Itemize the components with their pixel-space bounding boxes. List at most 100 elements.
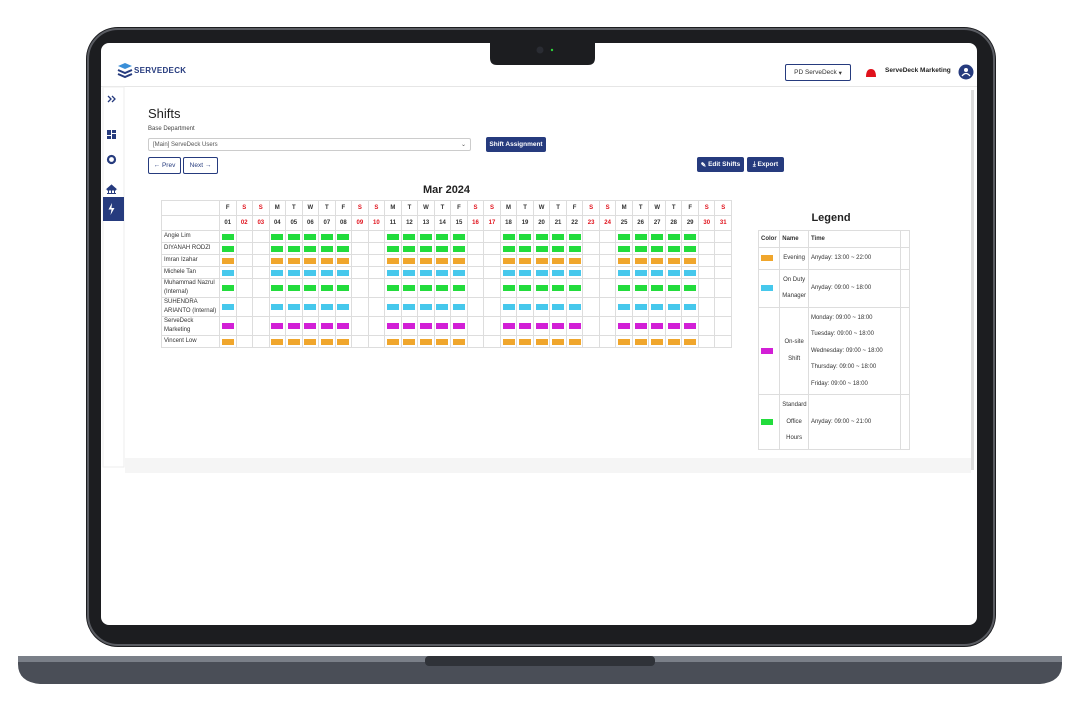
day-cell [549,266,567,279]
shift-block [519,338,532,345]
bank-icon[interactable] [105,184,118,194]
day-cell [631,266,650,279]
edit-shifts-button[interactable]: ✎ Edit Shifts [697,157,744,172]
shift-block [386,304,399,310]
next-button[interactable]: Next → [183,157,218,174]
date-header: 04 [268,215,287,231]
org-select[interactable]: PD ServeDeck ▾ [785,64,851,81]
day-cell [301,297,320,317]
shift-block [386,245,399,252]
day-cell [499,230,518,243]
date-header: 03 [252,215,270,231]
date-header: 08 [334,215,353,231]
shift-block [502,233,515,240]
day-cell [384,278,402,298]
chevron: ⌄ [460,142,466,148]
page-title: Shifts [148,106,181,121]
user-name: ServeDeck Marketing [885,67,951,74]
shift-calendar: F S S M T W T F S S M T W T F S S M T W T F S S M T W T F S S 01 02 03 04 0… [161,200,732,348]
day-cell [516,335,534,348]
sidebar [102,86,125,468]
day-cell [400,242,419,255]
day-cell [499,242,518,255]
shift-block [535,257,548,264]
org-select-text: PD ServeDeck [794,69,837,76]
day-cell [648,335,666,348]
shift-block [667,245,680,252]
date-header: 22 [565,215,584,231]
day-cell [285,230,303,243]
export-button[interactable]: ⤓ Export [747,157,784,172]
day-cell [235,278,254,298]
shift-block [287,233,300,240]
day-cell [450,297,468,317]
shift-block [337,285,350,291]
day-cell [598,297,617,317]
employee-row: Michele Tan [161,266,732,279]
day-cell [697,230,716,243]
prev-button[interactable]: ← Prev [148,157,181,174]
weekday-header: T [318,200,336,216]
shift-block [403,338,416,345]
day-cell [334,266,353,279]
edit-text: Edit Shifts [708,161,741,168]
legend-header: Color [757,230,781,248]
dashboard-icon [112,130,116,133]
day-cell [235,335,254,348]
legend-times: Anyday: 13:00 ~ 22:00 [807,247,902,270]
shift-block [651,338,664,345]
day-cell [483,230,501,243]
day-cell [318,266,336,279]
day-cell [582,278,600,298]
dept-select[interactable]: [Main] ServeDeck Users ⌄ [148,138,471,151]
day-cell [351,230,369,243]
day-cell [417,266,435,279]
shift-block [667,338,680,345]
date-header: 15 [450,215,468,231]
dashboard-icon[interactable] [107,130,111,135]
day-cell [466,297,485,317]
shift-block [320,285,333,291]
corner-cell [161,215,220,231]
shift-block [519,285,532,291]
day-cell [252,335,270,348]
shift-block [452,269,465,276]
day-cell [285,297,303,317]
day-cell [450,242,468,255]
date-header: 14 [433,215,452,231]
shift-block [651,245,664,252]
day-cell [252,316,270,336]
notification-icon[interactable] [866,69,876,77]
legend-header [900,230,910,248]
day-cell [598,335,617,348]
day-cell [466,316,485,336]
legend-color-cell [757,247,781,270]
day-cell [532,278,551,298]
legend-color-cell [757,306,781,395]
legend-time: Anyday: 09:00 ~ 21:00 [810,418,872,425]
weekday-header: T [433,200,452,216]
shift-icon[interactable] [108,203,115,215]
date-header: 30 [697,215,716,231]
date-header: 07 [318,215,336,231]
date-header: 25 [615,215,633,231]
day-cell [681,254,699,267]
date-header: 29 [681,215,699,231]
day-cell [664,335,683,348]
weekday-header: T [400,200,419,216]
shift-assignment-button[interactable]: Shift Assignment [486,137,546,152]
day-cell [252,230,270,243]
shift-block [221,304,234,310]
day-cell [450,254,468,267]
date-header: 13 [417,215,435,231]
day-cell [532,230,551,243]
shift-block [667,269,680,276]
day-cell [235,266,254,279]
settings-icon[interactable] [106,154,117,165]
laptop-base [18,656,1062,684]
day-cell [664,266,683,279]
day-cell [631,278,650,298]
day-cell [219,335,237,348]
expand-icon[interactable] [107,95,116,103]
